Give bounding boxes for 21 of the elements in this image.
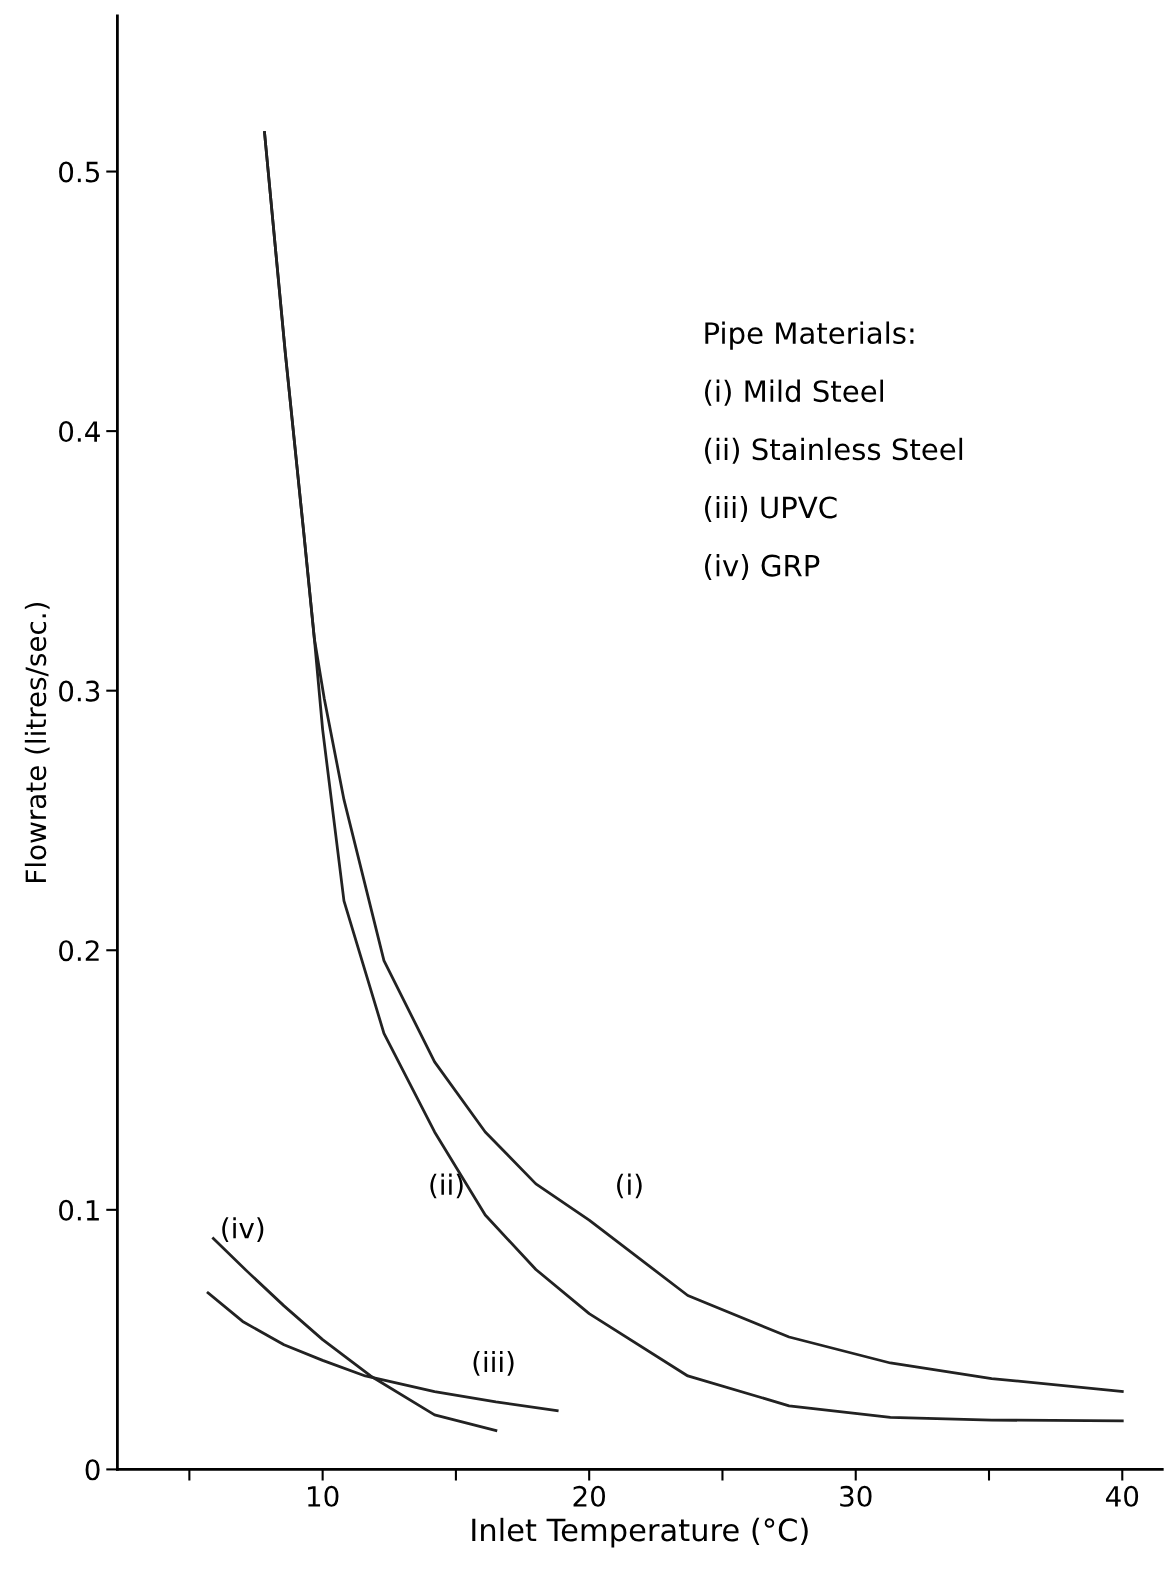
x-tick-label: 10	[308, 1485, 339, 1507]
annotation: (iii) UPVC	[705, 495, 837, 522]
y-tick-label: 0.4	[59, 421, 100, 443]
y-tick-label: 0.1	[59, 1199, 99, 1221]
x-tick-label: 30	[840, 1485, 872, 1507]
y-tick-label: 0	[85, 1459, 100, 1481]
annotation: (iv)	[222, 1217, 264, 1242]
y-tick-label: 0.3	[59, 680, 100, 702]
x-axis-title: Inlet Temperature (°C)	[472, 1517, 808, 1548]
annotation: (iv) GRP	[705, 554, 820, 581]
annotation: (i) Mild Steel	[705, 379, 884, 406]
annotation: (i)	[617, 1173, 642, 1199]
y-tick-label: 0.5	[59, 161, 99, 183]
y-axis-title: Flowrate (litres/sec.)	[24, 602, 50, 882]
annotation: (ii) Stainless Steel	[705, 437, 963, 464]
x-tick-label: 20	[573, 1485, 606, 1507]
x-tick-label: 40	[1105, 1485, 1139, 1507]
y-tick-label: 0.2	[59, 940, 99, 962]
annotation: (iii)	[473, 1350, 514, 1376]
annotation: (ii)	[430, 1173, 463, 1199]
annotation: Pipe Materials:	[705, 321, 914, 350]
